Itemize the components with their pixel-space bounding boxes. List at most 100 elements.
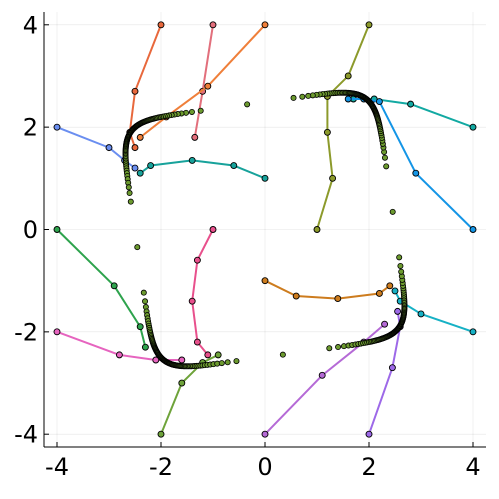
limit-cycle-point-358 [397, 262, 404, 269]
limit-cycle-point-92 [188, 108, 195, 115]
trajectory-series-7 [344, 95, 477, 233]
x-tick-label-4: 4 [465, 453, 480, 481]
trajectory-point-5-0 [365, 21, 373, 29]
trajectory-point-3-1 [105, 144, 113, 152]
trajectory-point-12-1 [292, 292, 300, 300]
x-tick-label-3: 2 [361, 453, 376, 481]
limit-cycle-point-179 [127, 198, 134, 205]
trajectory-point-11-3 [214, 351, 222, 359]
trajectory-point-1-0 [157, 21, 165, 29]
limit-cycle-point-91 [197, 107, 204, 114]
limit-cycle-point-180 [134, 244, 141, 251]
trajectory-point-10-0 [209, 226, 217, 233]
trajectory-point-0-2 [191, 133, 199, 141]
trajectory-line-10 [191, 228, 214, 356]
trajectory-series-4 [136, 156, 269, 182]
trajectory-point-15-1 [388, 364, 396, 372]
trajectory-point-7-0 [469, 226, 477, 233]
trajectory-line-1 [128, 23, 162, 149]
limit-cycle-point-89 [290, 94, 297, 101]
trajectory-point-10-4 [204, 351, 212, 359]
trajectory-line-15 [368, 310, 402, 436]
trajectory-point-13-0 [469, 328, 477, 336]
trajectory-point-9-3 [178, 356, 186, 364]
limit-cycle-point-359 [396, 254, 403, 261]
limit-cycle-layer [122, 89, 408, 370]
trajectory-line-12 [264, 279, 391, 300]
trajectory-point-4-4 [136, 169, 144, 177]
trajectory-point-9-1 [115, 351, 123, 359]
trajectory-series-10 [188, 226, 217, 359]
trajectory-series-1 [126, 21, 165, 152]
limit-cycle-point-269 [233, 358, 240, 365]
trajectory-point-14-0 [261, 430, 269, 438]
limit-cycle-point-90 [244, 101, 251, 108]
axis-layer: -4 -2 0 2 4 -4 -2 0 2 4 [14, 11, 486, 481]
y-tick-label-0: -4 [14, 421, 38, 449]
limit-cycle-point-177 [125, 184, 132, 191]
trajectory-point-8-0 [53, 226, 61, 233]
trajectory-point-5-5 [313, 226, 321, 233]
trajectory-line-7 [347, 98, 474, 231]
trajectory-point-11-1 [178, 379, 186, 387]
trajectory-line-4 [139, 159, 266, 180]
trajectory-series-13 [391, 287, 477, 336]
trajectory-series-0 [191, 21, 217, 141]
y-tick-label-3: 2 [23, 114, 38, 142]
trajectory-point-2-1 [204, 82, 212, 90]
trajectory-point-8-2 [136, 323, 144, 331]
trajectory-point-15-0 [365, 430, 373, 438]
x-tick-label-2: 0 [257, 453, 272, 481]
x-tick-label-1: -2 [149, 453, 173, 481]
y-tick-label-4: 4 [23, 11, 38, 39]
trajectory-point-7-1 [412, 169, 420, 177]
limit-cycle-point-268 [224, 359, 231, 366]
limit-cycle-point-357 [398, 268, 405, 275]
limit-cycle-point-88 [299, 93, 306, 100]
trajectory-series-12 [261, 277, 394, 303]
limit-cycle-point-182 [142, 298, 149, 305]
trajectory-series-5 [313, 21, 373, 233]
y-tick-label-1: -2 [14, 318, 38, 346]
trajectory-line-11 [160, 353, 220, 436]
trajectory-point-4-3 [147, 162, 155, 169]
limit-cycle-point-2 [381, 154, 388, 161]
trajectory-point-10-2 [188, 297, 196, 305]
limit-cycle-point-267 [218, 360, 225, 367]
trajectory-point-3-0 [53, 123, 61, 131]
trajectory-point-12-4 [386, 282, 394, 290]
trajectory-line-14 [264, 323, 386, 436]
trajectory-point-7-4 [344, 95, 352, 103]
trajectory-point-2-3 [136, 133, 144, 141]
limit-cycle-point-270 [279, 351, 286, 358]
trajectory-point-7-2 [375, 98, 383, 106]
trajectory-point-6-1 [407, 100, 415, 108]
trajectory-point-0-0 [209, 21, 217, 29]
limit-cycle-point-272 [335, 344, 342, 351]
trajectory-point-9-2 [152, 356, 160, 364]
limit-cycle-point-87 [305, 92, 312, 99]
limit-cycle-point-181 [140, 289, 147, 296]
x-tick-label-0: -4 [45, 453, 69, 481]
trajectory-point-4-2 [188, 156, 196, 164]
limit-cycle-point-1 [383, 163, 390, 170]
trajectory-line-13 [394, 289, 474, 333]
trajectory-point-12-0 [261, 277, 269, 285]
trajectory-point-8-3 [141, 343, 149, 351]
trajectory-point-10-3 [193, 338, 201, 346]
trajectory-point-5-1 [344, 72, 352, 80]
trajectory-point-3-3 [131, 164, 139, 172]
trajectory-series-8 [53, 226, 149, 351]
trajectory-point-8-1 [110, 282, 118, 290]
trajectory-point-12-2 [334, 295, 342, 303]
trajectory-line-3 [56, 126, 136, 170]
trajectory-point-13-1 [417, 310, 425, 318]
trajectory-point-2-0 [261, 21, 269, 29]
trajectory-point-10-1 [193, 256, 201, 264]
trajectory-point-12-3 [375, 290, 383, 297]
grid-layer [44, 12, 486, 447]
trajectory-point-4-1 [230, 162, 238, 169]
trajectory-series-2 [136, 21, 269, 141]
